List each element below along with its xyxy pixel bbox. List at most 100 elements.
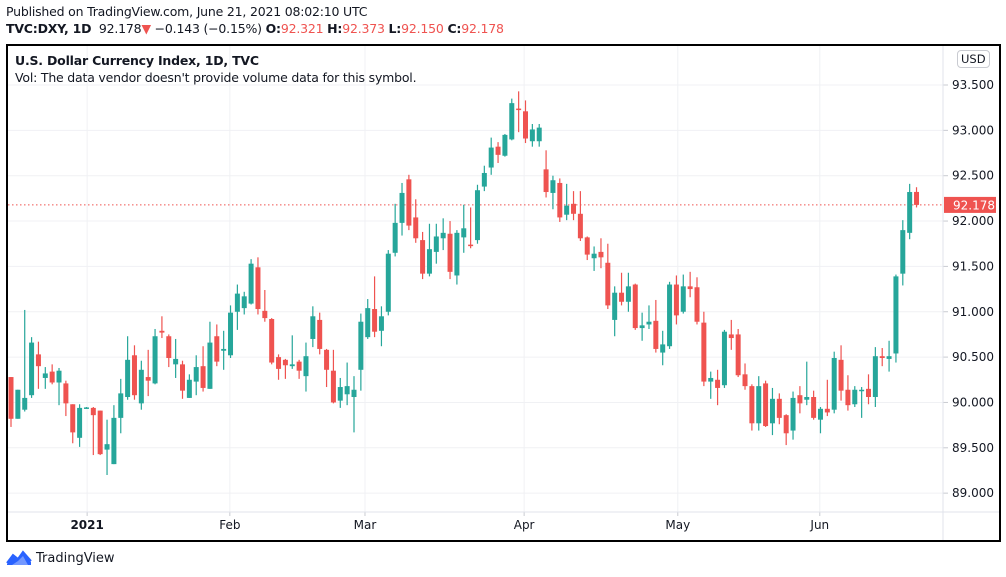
candle-down (180, 364, 185, 391)
price-change: −0.143 (−0.15%) (154, 21, 262, 36)
x-tick-label: Mar (354, 518, 377, 532)
high-value: 92.373 (342, 21, 385, 36)
candle-up (433, 236, 439, 252)
candle-up (488, 147, 494, 168)
candle-down (131, 355, 137, 396)
low-label: L: (388, 21, 402, 36)
candle-down (571, 203, 577, 214)
candle-up (193, 367, 199, 382)
candle-down (619, 292, 625, 302)
y-tick-label: 91.500 (952, 259, 994, 273)
candle-up (303, 356, 309, 377)
candle-up (152, 336, 158, 384)
candle-up (886, 356, 892, 359)
candle-up (83, 407, 89, 409)
x-tick-label: Apr (514, 518, 535, 532)
y-tick-label: 92.500 (952, 169, 994, 183)
candle-up (104, 444, 110, 450)
candle-down (90, 407, 96, 416)
candle-down (673, 284, 679, 316)
candle-up (769, 398, 775, 424)
candle-down (63, 383, 69, 404)
candle-up (625, 286, 631, 302)
candle-down (468, 244, 474, 247)
candle-up (310, 316, 316, 339)
candle-down (577, 213, 583, 239)
candle-up (399, 192, 405, 223)
candle-up (859, 389, 865, 392)
candle-up (804, 397, 810, 400)
candle-up (509, 103, 515, 140)
open-label: O: (265, 21, 281, 36)
candle-down (420, 240, 426, 274)
candle-down (653, 320, 659, 349)
candle-down (866, 388, 871, 398)
candle-up (344, 386, 350, 395)
candle-up (440, 232, 446, 239)
candle-down (584, 237, 590, 255)
candle-up (365, 308, 371, 338)
candle-up (900, 230, 906, 274)
candle-down (282, 359, 288, 366)
candle-down (296, 361, 302, 371)
candle-up (392, 222, 398, 253)
candle-up (550, 180, 556, 193)
down-arrow-icon: ▼ (141, 21, 151, 36)
low-value: 92.150 (401, 21, 444, 36)
candle-up (502, 134, 508, 156)
candle-up (708, 377, 714, 382)
candle-down (166, 336, 172, 359)
chart-frame (6, 44, 1001, 542)
candle-up (474, 190, 480, 241)
candle-up (852, 389, 858, 405)
candle-down (262, 310, 268, 319)
candle-up (817, 408, 823, 420)
open-value: 92.321 (280, 21, 324, 36)
y-tick-label: 89.000 (952, 486, 994, 500)
candle-down (632, 284, 638, 329)
candle-up (564, 205, 570, 215)
candle-down (687, 286, 693, 290)
candle-up (660, 344, 666, 353)
candle-down (715, 379, 721, 388)
x-tick-label: 2021 (70, 518, 103, 532)
candle-down (145, 377, 151, 381)
candle-up (591, 253, 597, 259)
brand-name: TradingView (36, 550, 115, 566)
candle-down (797, 395, 803, 404)
candle-down (317, 319, 323, 349)
candle-down (735, 334, 741, 376)
candle-up (337, 387, 343, 401)
candle-down (605, 262, 611, 306)
candle-down (914, 191, 920, 205)
y-tick-label: 90.500 (952, 350, 994, 364)
candle-up (186, 379, 192, 398)
candle-up (351, 389, 357, 398)
symbol-header: TVC:DXY, 1D 92.178▼ −0.143 (−0.15%) O:92… (6, 21, 504, 36)
candle-up (872, 356, 878, 398)
candle-down (824, 408, 830, 413)
candle-down (330, 370, 336, 403)
last-price-badge (944, 196, 996, 213)
candle-up (907, 192, 913, 233)
candle-up (207, 342, 213, 389)
candle-down (406, 179, 412, 226)
x-tick-label: May (665, 518, 690, 532)
candle-down (783, 415, 789, 434)
candle-down (447, 233, 453, 272)
candle-down (701, 322, 707, 382)
candle-up (125, 359, 131, 398)
candle-down (49, 371, 55, 383)
symbol-name: TVC:DXY, 1D (6, 21, 92, 36)
candle-down (8, 377, 14, 419)
y-tick-label: 93.500 (952, 78, 994, 92)
candle-up (378, 316, 384, 331)
currency-button[interactable]: USD (957, 50, 990, 68)
volume-note: Vol: The data vendor doesn't provide vol… (15, 70, 417, 85)
footer-brand[interactable]: TradingView (6, 550, 115, 566)
candle-down (372, 309, 378, 332)
candle-down (35, 354, 41, 367)
candle-up (42, 373, 48, 378)
candle-down (495, 146, 501, 155)
